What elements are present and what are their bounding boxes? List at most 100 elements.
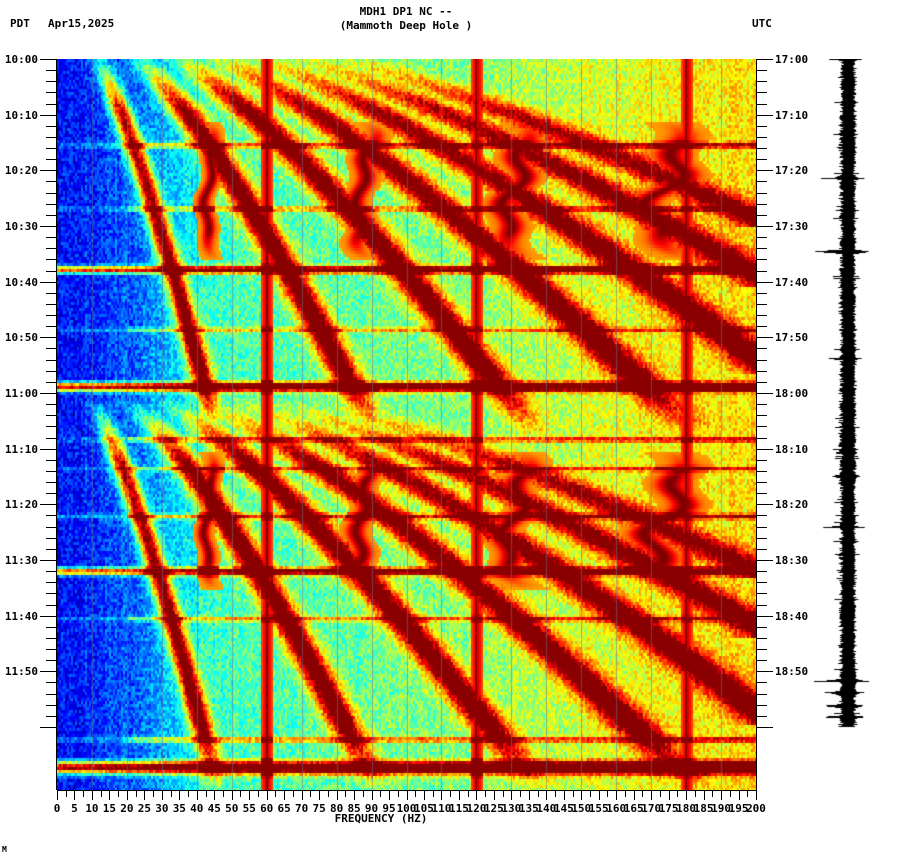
y-left-tick-714: [46, 694, 56, 695]
y-right-tick-662: [757, 404, 767, 405]
y-right-tick-688: [757, 549, 767, 550]
y-axis-right-line: [756, 59, 757, 790]
y-left-tick-648: [46, 326, 56, 327]
x-tick-40: [197, 791, 198, 800]
y-axis-right-label-17-50: 17:50: [775, 331, 809, 345]
x-tick-175: [669, 791, 670, 800]
x-tick-160: [616, 791, 617, 800]
x-tick-22.5: [136, 791, 137, 797]
y-left-tick-716: [46, 705, 56, 706]
x-tick-130: [511, 791, 512, 800]
x-tick-35: [179, 791, 180, 800]
y-left-tick-638: [46, 271, 56, 272]
x-tick-92.5: [380, 791, 381, 797]
y-right-tick-702: [757, 627, 767, 628]
y-left-tick-710: [40, 671, 56, 672]
y-left-tick-676: [46, 482, 56, 483]
y-axis-right-label-18-30: 18:30: [775, 554, 809, 567]
y-left-tick-686: [46, 538, 56, 539]
y-axis-left-label-11-40: 11:40: [4, 609, 38, 623]
x-tick-label-20: 20: [120, 802, 134, 815]
y-right-tick-648: [757, 326, 767, 327]
x-tick-85: [354, 791, 355, 800]
x-tick-77.5: [328, 791, 329, 797]
spectrogram-plot[interactable]: [57, 59, 756, 790]
x-tick-label-60: 60: [260, 802, 274, 815]
y-left-tick-692: [46, 571, 56, 572]
y-left-tick-680: [40, 504, 56, 505]
y-left-tick-614: [46, 137, 56, 138]
y-right-tick-704: [757, 638, 767, 639]
y-left-tick-616: [46, 148, 56, 149]
x-tick-label-10: 10: [85, 802, 99, 815]
x-tick-label-190: 190: [711, 802, 731, 815]
x-tick-177.5: [677, 791, 678, 797]
y-right-tick-700: [757, 616, 773, 617]
x-tick-label-65: 65: [277, 802, 291, 815]
x-tick-95: [389, 791, 390, 800]
x-tick-5: [74, 791, 75, 800]
x-tick-185: [704, 791, 705, 800]
y-left-tick-682: [46, 515, 56, 516]
x-tick-label-185: 185: [693, 802, 714, 815]
x-tick-62.5: [275, 791, 276, 797]
y-left-tick-670: [40, 449, 56, 450]
x-tick-145: [564, 791, 565, 800]
y-right-tick-710: [757, 671, 773, 672]
x-tick-112.5: [450, 791, 451, 797]
seismogram-trace-panel[interactable]: [800, 59, 900, 790]
x-tick-label-0: 0: [53, 802, 61, 815]
y-axis-right-label-18-20: 18:20: [775, 498, 809, 512]
x-tick-37.5: [188, 791, 189, 797]
y-left-tick-610: [40, 115, 56, 116]
y-left-tick-662: [46, 404, 56, 405]
y-left-tick-700: [40, 616, 56, 617]
station-title-line2: (Mammoth Deep Hole ): [0, 19, 902, 32]
x-tick-label-35: 35: [172, 802, 186, 815]
y-left-tick-678: [46, 493, 56, 494]
y-right-tick-634: [757, 248, 767, 249]
y-left-tick-646: [46, 315, 56, 316]
y-right-tick-720: [757, 727, 773, 728]
x-tick-label-135: 135: [518, 802, 539, 815]
y-right-tick-622: [757, 181, 767, 182]
x-tick-27.5: [153, 791, 154, 797]
y-axis-left-label-11-10: 11:10: [4, 442, 38, 456]
y-left-tick-690: [40, 560, 56, 561]
x-tick-127.5: [503, 791, 504, 797]
y-left-tick-642: [46, 293, 56, 294]
y-axis-right-label-18-50: 18:50: [775, 665, 809, 679]
y-axis-right-label-18-10: 18:10: [775, 442, 809, 456]
y-right-tick-698: [757, 605, 767, 606]
y-axis-right-label-17-10: 17:10: [775, 108, 809, 122]
x-tick-label-50: 50: [225, 802, 239, 815]
x-tick-122.5: [485, 791, 486, 797]
x-tick-150: [581, 791, 582, 800]
y-left-tick-656: [46, 371, 56, 372]
y-left-tick-600: [40, 59, 56, 60]
y-left-tick-602: [46, 70, 56, 71]
y-left-tick-660: [40, 393, 56, 394]
x-tick-label-120: 120: [466, 802, 487, 815]
x-tick-200: [756, 791, 757, 800]
y-left-tick-696: [46, 593, 56, 594]
y-left-tick-706: [46, 649, 56, 650]
spectrogram-image: [57, 59, 756, 790]
y-left-tick-674: [46, 471, 56, 472]
x-tick-15: [109, 791, 110, 800]
x-tick-195: [739, 791, 740, 800]
x-tick-47.5: [223, 791, 224, 797]
y-left-tick-702: [46, 627, 56, 628]
y-left-tick-712: [46, 682, 56, 683]
y-right-tick-712: [757, 682, 767, 683]
y-right-tick-666: [757, 426, 767, 427]
x-tick-label-45: 45: [207, 802, 221, 815]
x-tick-142.5: [555, 791, 556, 797]
y-left-tick-636: [46, 259, 56, 260]
y-left-tick-688: [46, 549, 56, 550]
x-tick-label-150: 150: [571, 802, 592, 815]
y-axis-right-label-17-00: 17:00: [775, 53, 809, 66]
x-tick-label-170: 170: [641, 802, 662, 815]
station-title-line2-text: (Mammoth Deep Hole ): [339, 19, 473, 32]
x-tick-97.5: [398, 791, 399, 797]
